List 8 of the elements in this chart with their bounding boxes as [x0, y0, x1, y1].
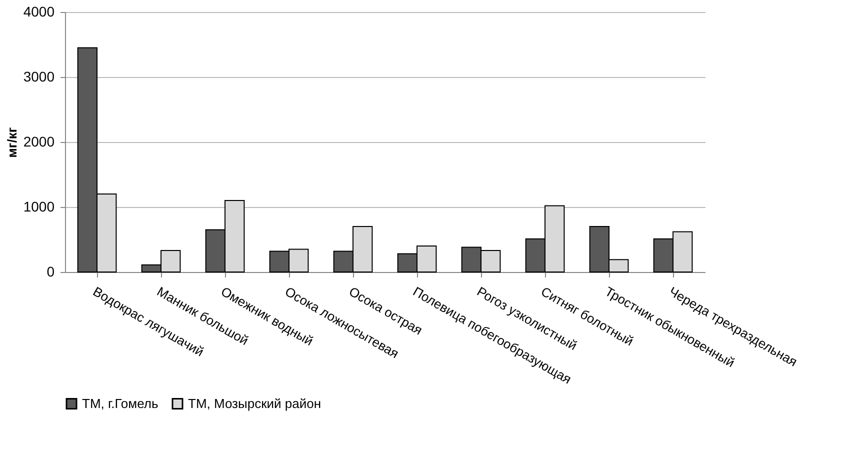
legend-label: ТМ, Мозырский район — [188, 396, 322, 411]
y-tick-label: 3000 — [23, 68, 55, 84]
y-tick-label: 4000 — [23, 4, 55, 20]
y-tick-label: 2000 — [23, 134, 55, 150]
legend-label: ТМ, г.Гомель — [82, 396, 158, 411]
y-tick-label: 1000 — [23, 198, 55, 214]
y-axis-title: мг/кг — [4, 126, 20, 158]
y-tick-label: 0 — [46, 264, 55, 280]
